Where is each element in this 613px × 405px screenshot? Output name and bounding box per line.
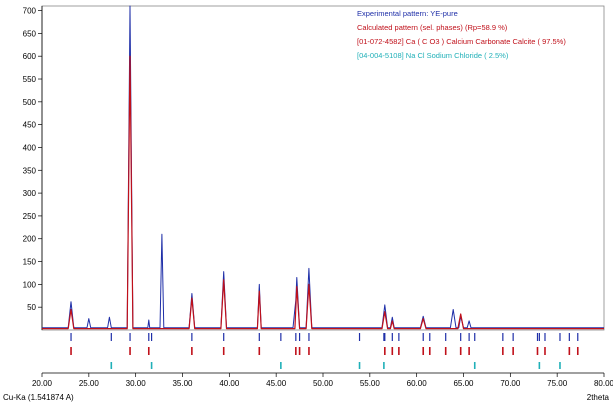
y-axis-ticks: 50 100 150 200 250 300 350 400 450 500 550 600 650 70… <box>23 7 42 313</box>
y-tick-label: 100 <box>23 280 37 289</box>
x-tick-label: 25.00 <box>79 379 100 388</box>
y-tick-label: 450 <box>23 121 37 130</box>
x-tick-label: 80.00 <box>594 379 613 388</box>
y-tick-label: 650 <box>23 29 37 38</box>
y-tick-label: 600 <box>23 52 37 61</box>
plot-frame <box>42 6 604 330</box>
series-layer <box>42 6 604 329</box>
legend-entry-0: Experimental pattern: YE-pure <box>357 9 458 18</box>
x-axis-label: 2theta <box>587 393 610 402</box>
x-tick-label: 20.00 <box>32 379 53 388</box>
x-tick-label: 30.00 <box>126 379 147 388</box>
legend-entry-3: [04-004-5108] Na Cl Sodium Chloride ( 2.… <box>357 51 509 60</box>
y-tick-label: 50 <box>27 303 36 312</box>
x-tick-label: 45.00 <box>266 379 287 388</box>
legend: Experimental pattern: YE-pure Calculated… <box>357 9 566 60</box>
x-axis-ticks: 20.00 25.00 30.00 35.00 40.00 45.00 50.00 55.00… <box>32 373 613 388</box>
y-tick-label: 200 <box>23 235 37 244</box>
x-tick-label: 40.00 <box>219 379 240 388</box>
experimental-pattern-line <box>42 6 604 328</box>
x-tick-label: 55.00 <box>360 379 381 388</box>
legend-entry-2: [01-072-4582] Ca ( C O3 ) Calcium Carbon… <box>357 37 566 46</box>
y-tick-label: 350 <box>23 166 37 175</box>
x-tick-label: 60.00 <box>407 379 428 388</box>
phase-markers <box>71 333 578 369</box>
x-tick-label: 50.00 <box>313 379 334 388</box>
x-tick-label: 75.00 <box>547 379 568 388</box>
x-tick-label: 65.00 <box>453 379 474 388</box>
x-tick-label: 35.00 <box>172 379 193 388</box>
legend-entry-1: Calculated pattern (sel. phases) (Rp=58.… <box>357 23 508 32</box>
y-tick-label: 250 <box>23 212 37 221</box>
y-tick-label: 550 <box>23 75 37 84</box>
y-tick-label: 150 <box>23 258 37 267</box>
calculated-pattern-line <box>42 56 604 328</box>
y-tick-label: 700 <box>23 7 37 16</box>
y-tick-label: 500 <box>23 98 37 107</box>
y-tick-label: 300 <box>23 189 37 198</box>
y-tick-label: 400 <box>23 143 37 152</box>
x-axis-label-left: Cu-Ka (1.541874 A) <box>3 393 74 402</box>
x-tick-label: 70.00 <box>500 379 521 388</box>
